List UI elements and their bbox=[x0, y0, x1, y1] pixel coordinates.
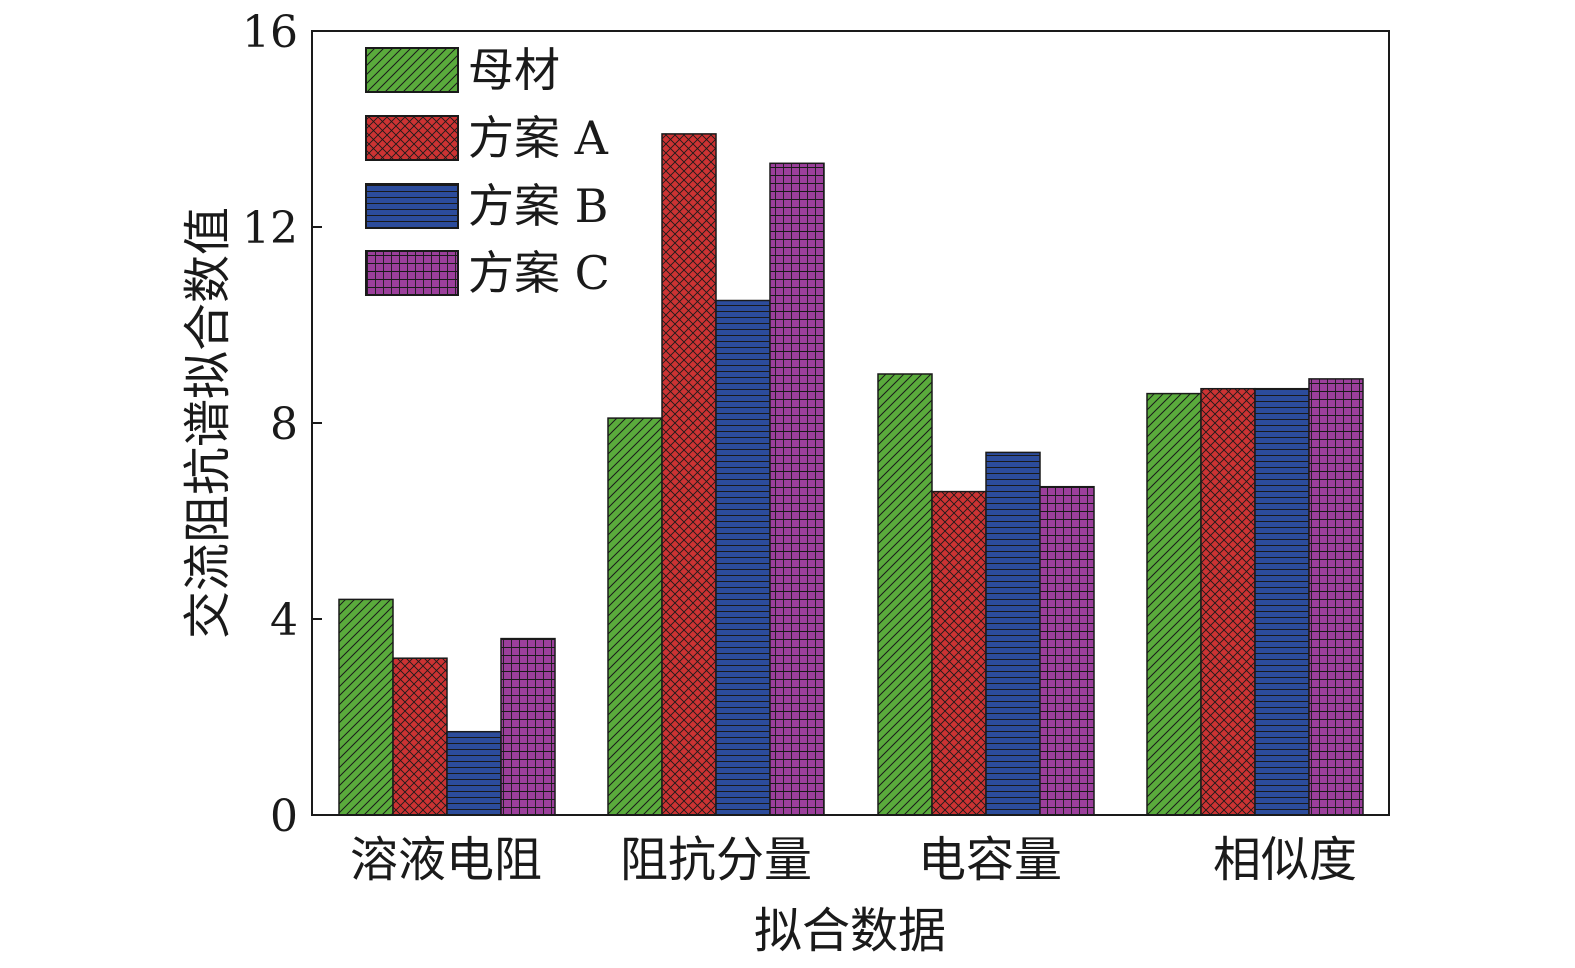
legend-label-2: 方案 B bbox=[468, 179, 608, 233]
bar-series-1-category-2 bbox=[931, 490, 987, 816]
x-axis-label: 拟合数据 bbox=[754, 903, 946, 959]
bar-series-3-category-2 bbox=[1039, 485, 1095, 816]
bar-series-3-category-1 bbox=[769, 162, 825, 816]
bar-series-0-category-2 bbox=[877, 373, 933, 816]
bar-series-2-category-1 bbox=[715, 299, 771, 816]
x-tick-label-0: 溶液电阻 bbox=[350, 832, 542, 888]
bar-series-1-category-1 bbox=[661, 133, 717, 816]
y-tick-label-3: 12 bbox=[242, 203, 298, 254]
x-tick-label-1: 阻抗分量 bbox=[620, 832, 812, 888]
bar-series-1-category-0 bbox=[392, 657, 448, 816]
legend-label-1: 方案 A bbox=[468, 111, 609, 165]
legend-swatch-1 bbox=[365, 115, 459, 161]
y-tick-label-4: 16 bbox=[242, 7, 298, 58]
bar-series-0-category-3 bbox=[1146, 392, 1202, 816]
y-tick-label-2: 8 bbox=[270, 399, 298, 450]
y-tick-label-1: 4 bbox=[270, 595, 298, 646]
bars-layer bbox=[338, 133, 1364, 816]
legend-swatch-0 bbox=[365, 47, 459, 93]
bar-series-2-category-0 bbox=[446, 730, 502, 816]
x-tick-label-2: 电容量 bbox=[918, 832, 1062, 888]
legend-label-0: 母材 bbox=[468, 43, 560, 97]
bar-series-0-category-0 bbox=[338, 598, 394, 816]
legend-swatch-2 bbox=[365, 183, 459, 229]
legend-swatch-3 bbox=[365, 250, 459, 296]
bar-series-3-category-3 bbox=[1308, 378, 1364, 816]
bar-series-2-category-2 bbox=[985, 451, 1041, 816]
x-tick-label-3: 相似度 bbox=[1213, 832, 1357, 888]
y-tick-label-0: 0 bbox=[270, 791, 298, 842]
y-axis: 0 4 8 12 16 bbox=[242, 7, 322, 842]
y-axis-label: 交流阻抗谱拟合数值 bbox=[180, 207, 236, 639]
bar-series-0-category-1 bbox=[607, 417, 663, 816]
legend-label-3: 方案 C bbox=[468, 246, 610, 300]
bar-series-1-category-3 bbox=[1200, 387, 1256, 816]
x-axis: 溶液电阻 阻抗分量 电容量 相似度 bbox=[350, 832, 1357, 888]
bar-series-2-category-3 bbox=[1254, 387, 1310, 816]
bar-series-3-category-0 bbox=[500, 637, 556, 816]
